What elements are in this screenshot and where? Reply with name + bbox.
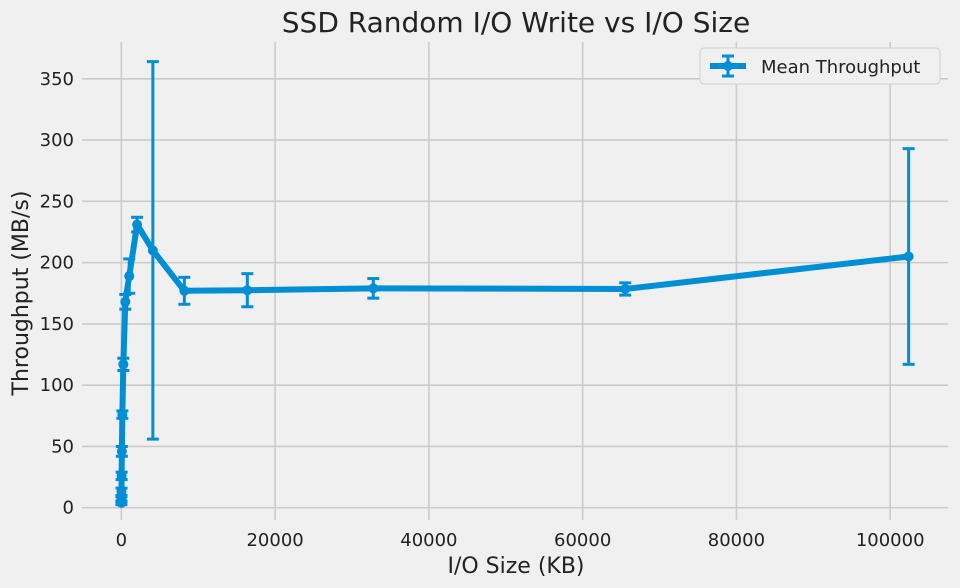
legend-label: Mean Throughput	[761, 57, 920, 78]
data-point	[368, 283, 379, 294]
legend-point	[723, 61, 733, 71]
data-point	[116, 494, 127, 505]
chart-title: SSD Random I/O Write vs I/O Size	[282, 6, 750, 39]
data-point	[147, 245, 158, 256]
data-point	[120, 296, 131, 307]
data-point	[116, 486, 127, 497]
data-point	[116, 446, 127, 457]
legend-box	[699, 47, 941, 85]
data-point	[124, 271, 135, 282]
data-point	[242, 285, 253, 296]
data-point	[116, 470, 127, 481]
y-tick-label: 100	[40, 375, 74, 396]
x-tick-label: 40000	[400, 530, 457, 551]
data-point	[132, 219, 143, 230]
legend: Mean Throughput	[699, 47, 941, 85]
x-tick-label: 80000	[708, 530, 765, 551]
y-tick-label: 200	[40, 253, 74, 274]
data-point	[117, 409, 128, 420]
y-tick-label: 250	[40, 191, 74, 212]
x-tick-label: 100000	[856, 530, 925, 551]
y-tick-label: 350	[40, 69, 74, 90]
data-point	[179, 285, 190, 296]
tick-labels: 0 20000 40000 60000 80000 100000 0 50 100 150 200 2…	[40, 69, 925, 551]
x-tick-label: 0	[116, 530, 127, 551]
y-tick-label: 150	[40, 314, 74, 335]
y-axis-label: Throughput (MB/s)	[9, 191, 34, 397]
x-axis-label: I/O Size (KB)	[447, 554, 584, 579]
data-point	[903, 251, 914, 262]
series-line	[118, 221, 912, 506]
data-point	[620, 283, 631, 294]
y-tick-label: 50	[51, 436, 74, 457]
legend-marker	[710, 54, 746, 78]
y-tick-label: 0	[63, 498, 74, 519]
x-tick-label: 20000	[246, 530, 303, 551]
y-tick-label: 300	[40, 130, 74, 151]
x-tick-label: 60000	[554, 530, 611, 551]
series-layer	[116, 219, 914, 508]
data-point	[118, 359, 129, 370]
